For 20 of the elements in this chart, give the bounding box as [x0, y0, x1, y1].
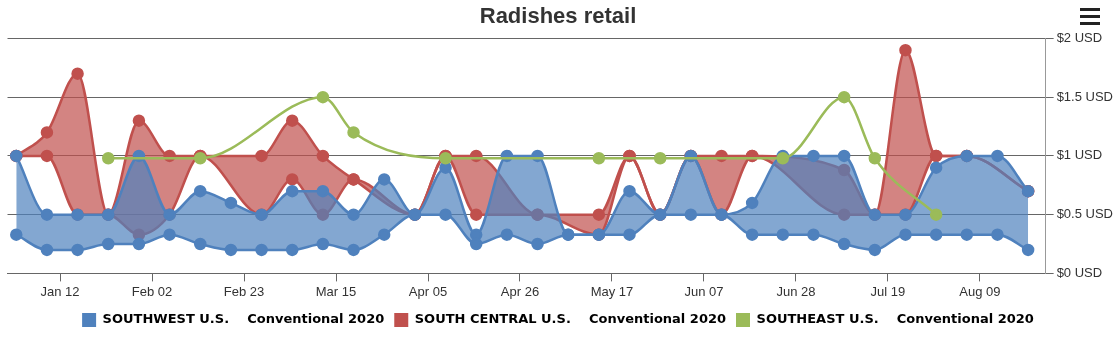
legend-label: SOUTH CENTRAL U.S. Conventional 2020 [414, 311, 727, 327]
y-tick-label: $0.5 USD [1056, 206, 1114, 222]
y-tick-label: $2 USD [1056, 29, 1103, 45]
x-tick-label: Apr 05 [408, 283, 448, 299]
legend-label: SOUTHEAST U.S. Conventional 2020 [756, 311, 1034, 327]
x-tick-label: Apr 26 [500, 283, 540, 299]
x-tick-label: Aug 09 [959, 283, 1001, 299]
y-tick-label: $1.5 USD [1056, 88, 1114, 104]
chart-title: Radishes retail [479, 3, 637, 29]
x-tick-label: Feb 02 [131, 283, 173, 299]
x-tick-label: Jul 19 [870, 283, 906, 299]
x-tick-label: May 17 [590, 283, 634, 299]
x-tick-label: Jun 07 [684, 283, 724, 299]
x-tick-label: Jan 12 [40, 283, 80, 299]
x-tick-label: Jun 28 [776, 283, 816, 299]
y-tick-label: $0 USD [1056, 264, 1103, 280]
legend-label: SOUTHWEST U.S. Conventional 2020 [102, 311, 385, 327]
x-tick-label: Mar 15 [315, 283, 357, 299]
x-tick-label: Feb 23 [223, 283, 265, 299]
y-tick-label: $1 USD [1056, 147, 1103, 163]
